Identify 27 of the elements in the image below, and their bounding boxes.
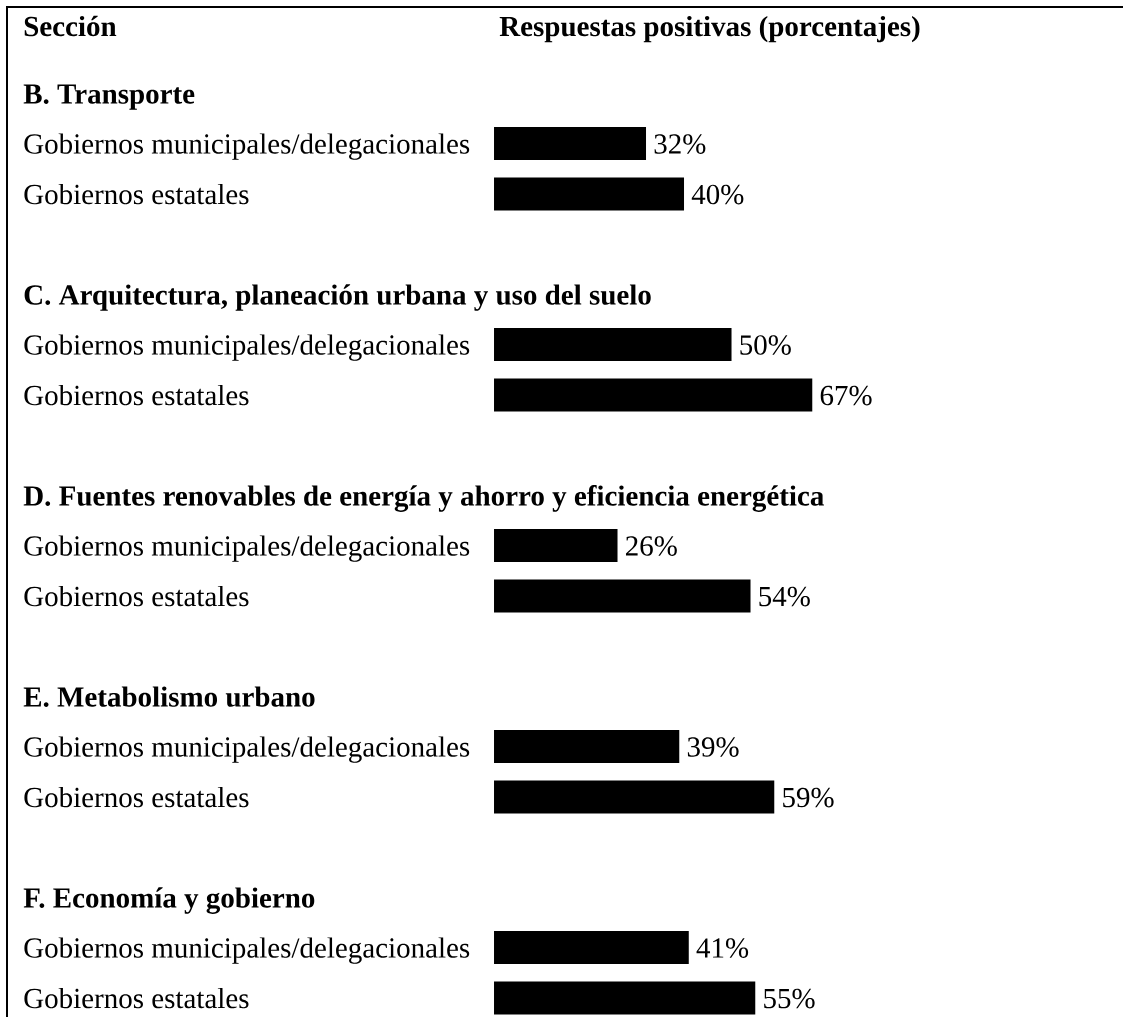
text: E. Metabolismo urbano — [23, 686, 315, 707]
y-tick-label: Gobiernos municipales/delegacionales — [24, 535, 470, 562]
y-axis-title: Sección — [24, 15, 117, 37]
y-tick-label: Gobiernos municipales/delegacionales — [24, 334, 470, 361]
data-label: 59% — [783, 787, 834, 808]
data-label: 55% — [764, 988, 815, 1009]
data-label: 39% — [687, 737, 739, 757]
y-tick-label: Gobiernos estatales — [24, 786, 249, 808]
y-tick-label: Gobiernos estatales — [24, 585, 249, 607]
chart-title: D. Fuentes renovables de energía y ahorro y eficiencia energética — [23, 485, 824, 512]
text: B. Transporte — [23, 84, 195, 110]
data-label: 67% — [820, 385, 872, 406]
y-tick-label: Gobiernos municipales/delegacionales — [24, 133, 470, 160]
y-tick-label: Gobiernos estatales — [24, 183, 249, 205]
data-label: 40% — [691, 184, 744, 205]
y-tick-label: Gobiernos municipales/delegacionales — [24, 736, 470, 763]
y-tick-label: Gobiernos estatales — [24, 987, 249, 1009]
text: F. Economía y gobierno — [23, 887, 315, 914]
data-label: 26% — [625, 536, 677, 556]
chart-title: C. Arquitectura, planeación urbana y uso del suelo — [24, 284, 651, 311]
x-axis-title: Respuestas positivas (porcentajes) — [499, 15, 920, 43]
data-label: 32% — [654, 134, 706, 154]
data-label: 54% — [759, 586, 810, 607]
y-tick-label: Gobiernos estatales — [24, 384, 249, 406]
data-label: 41% — [696, 938, 749, 958]
y-tick-label: Gobiernos municipales/delegacionales — [24, 937, 470, 964]
data-label: 50% — [740, 335, 791, 355]
